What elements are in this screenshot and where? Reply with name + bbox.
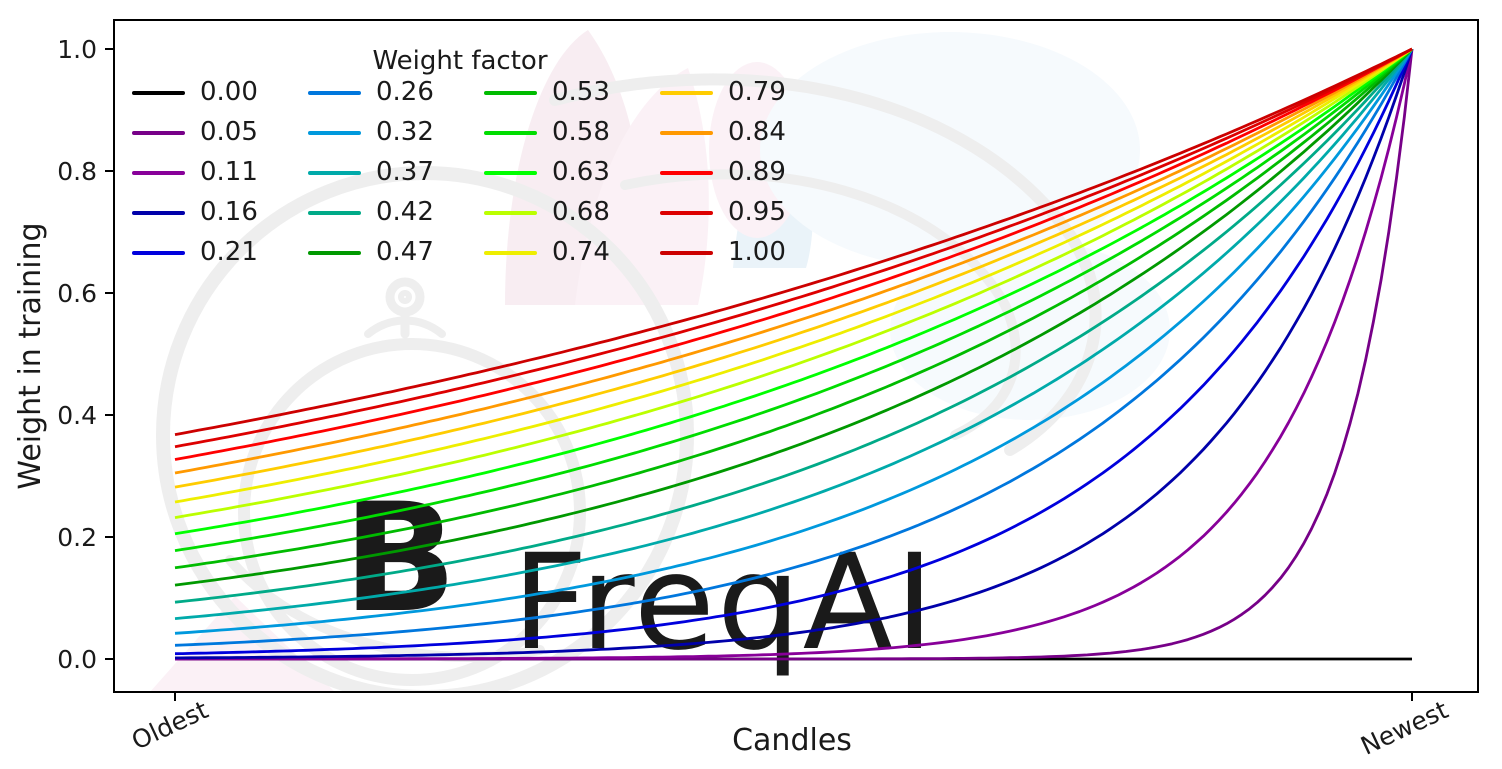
y-tick-label: 0.0 xyxy=(57,645,97,674)
y-tick-label: 1.0 xyxy=(57,35,97,64)
curves xyxy=(174,47,1414,661)
curve-0.79 xyxy=(174,47,1413,489)
curve-0.37 xyxy=(174,48,1414,620)
curve-0.32 xyxy=(174,48,1414,635)
curve-0.53 xyxy=(174,47,1413,570)
curve-0.42 xyxy=(174,48,1414,604)
y-tick-label: 0.2 xyxy=(57,523,97,552)
y-tick-label: 0.4 xyxy=(57,401,97,430)
curve-0.16 xyxy=(175,48,1414,660)
y-axis-label: Weight in training xyxy=(13,222,48,489)
curve-0.74 xyxy=(174,47,1413,504)
curve-0.89 xyxy=(174,47,1413,461)
axes-spines xyxy=(113,19,1479,693)
y-tick-label: 0.8 xyxy=(57,157,97,186)
curve-0.68 xyxy=(174,47,1413,519)
curve-0.63 xyxy=(174,47,1413,536)
curve-0.26 xyxy=(174,48,1414,647)
x-tick-label: Oldest xyxy=(127,695,213,755)
curve-1.00 xyxy=(174,47,1413,436)
x-axis-label: Candles xyxy=(732,723,852,758)
x-tick-label: Newest xyxy=(1356,695,1452,761)
watermark-haze-blue2 xyxy=(890,240,1170,420)
curve-0.95 xyxy=(174,47,1413,449)
watermark-freqai-text: FreqAI xyxy=(512,526,936,680)
y-tick-label: 0.6 xyxy=(57,279,97,308)
curve-0.84 xyxy=(174,47,1413,475)
curve-0.47 xyxy=(174,48,1414,587)
curve-0.58 xyxy=(174,47,1413,552)
y-axis-ticks: 0.0 0.2 0.4 0.6 0.8 1.0 xyxy=(57,35,114,674)
curve-0.11 xyxy=(175,48,1414,661)
freqai-watermark: B FreqAI xyxy=(150,30,1170,691)
curve-0.21 xyxy=(174,48,1414,656)
